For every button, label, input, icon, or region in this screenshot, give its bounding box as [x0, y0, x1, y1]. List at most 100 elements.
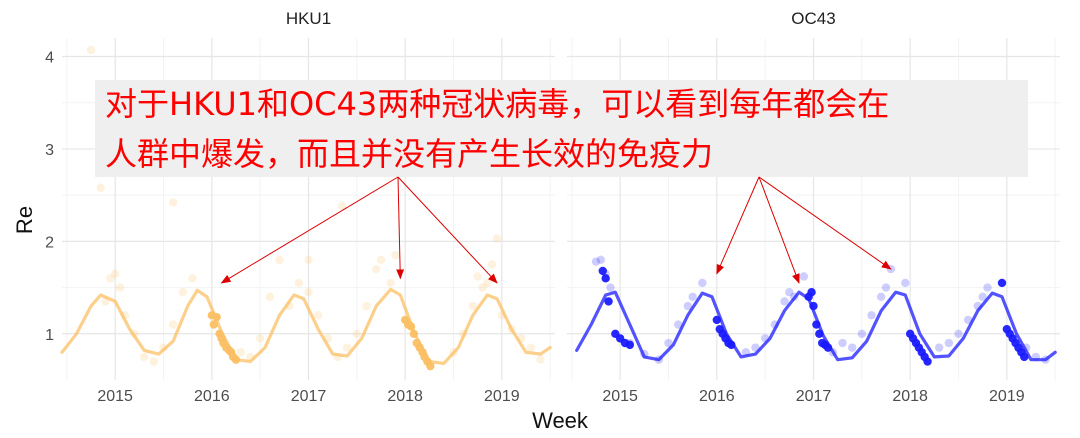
faint-point [386, 278, 395, 288]
faint-point [86, 45, 96, 55]
panel-title: HKU1 [286, 9, 331, 28]
faint-point [492, 234, 502, 243]
faint-point [591, 257, 601, 266]
panel-title: OC43 [791, 9, 835, 28]
data-point [1020, 352, 1029, 362]
data-point [409, 329, 419, 338]
faint-point [526, 343, 536, 352]
faint-point [168, 320, 178, 329]
faint-point [255, 334, 265, 343]
x-tick-label: 2017 [796, 388, 832, 405]
x-tick-label: 2018 [892, 388, 928, 405]
data-point [923, 357, 932, 366]
data-point [625, 340, 635, 350]
faint-point [857, 329, 867, 338]
faint-point [978, 292, 987, 302]
data-point [231, 355, 241, 364]
faint-point [876, 292, 886, 302]
data-point [212, 312, 221, 322]
y-tick-label: 4 [45, 49, 54, 66]
faint-point [487, 260, 497, 269]
faint-point [954, 329, 963, 338]
annotation-line-1: 对于HKU1和OC43两种冠状病毒，可以看到每年都会在 [105, 85, 889, 123]
faint-point [847, 343, 857, 352]
x-tick-label: 2018 [387, 388, 423, 405]
faint-point [391, 251, 400, 260]
faint-point [881, 283, 891, 292]
faint-point [785, 287, 794, 297]
data-point [812, 320, 821, 329]
annotation-arrows [220, 176, 892, 284]
annotation-arrow [396, 176, 405, 280]
faint-point [688, 292, 697, 302]
y-tick-label: 1 [45, 327, 54, 344]
faint-point [867, 311, 876, 320]
faint-point [236, 348, 246, 357]
faint-point [673, 320, 683, 329]
faint-point [838, 338, 847, 348]
faint-point [468, 301, 478, 311]
faint-point [352, 329, 362, 338]
annotation-arrow [397, 176, 498, 284]
data-point [809, 301, 818, 311]
faint-point [473, 272, 482, 281]
faint-point [944, 338, 954, 348]
x-tick-label: 2016 [194, 388, 230, 405]
fitted-curve [575, 290, 1057, 362]
annotation-box [95, 80, 1028, 177]
faint-point [664, 338, 673, 348]
faint-point [606, 283, 615, 292]
faint-point [149, 357, 159, 366]
y-tick-label: 3 [45, 142, 54, 159]
faint-point [536, 355, 545, 364]
data-point [807, 287, 816, 297]
faint-point [478, 283, 487, 292]
faint-point [780, 297, 789, 306]
faint-point [265, 292, 275, 302]
x-tick-label: 2015 [602, 388, 638, 405]
faint-point [178, 287, 188, 297]
faint-point [188, 274, 197, 283]
panels: HKU1 2015 2016 2017 2018 2019 OC43 2015 2016 2017… [45, 9, 1060, 405]
faint-point [115, 283, 125, 292]
faint-point [106, 274, 115, 283]
faint-point [139, 352, 149, 362]
data-point [823, 343, 833, 352]
faint-point [983, 283, 992, 292]
y-axis-title: Re [12, 206, 37, 234]
annotation-arrow [758, 176, 892, 270]
x-tick-label: 2016 [699, 388, 735, 405]
faint-point [294, 278, 304, 288]
x-tick-label: 2017 [291, 388, 327, 405]
faint-point [698, 278, 707, 288]
annotation-arrow [758, 176, 800, 284]
annotation: 对于HKU1和OC43两种冠状病毒，可以看到每年都会在 人群中爆发，而且并没有产… [95, 80, 1028, 284]
data-point [598, 266, 607, 276]
faint-point [304, 287, 313, 297]
faint-point [483, 278, 492, 288]
fitted-curve [60, 287, 552, 365]
data-point [727, 340, 736, 350]
faint-point [376, 255, 386, 265]
faint-point [683, 301, 693, 311]
data-point [406, 322, 416, 331]
y-tick-label: 2 [45, 234, 54, 251]
data-point [601, 274, 610, 283]
faint-point [362, 301, 371, 311]
data-point [209, 320, 218, 329]
annotation-line-2: 人群中爆发，而且并没有产生长效的免疫力 [105, 135, 713, 173]
faint-point [313, 311, 323, 320]
faint-point [901, 278, 910, 288]
x-tick-label: 2019 [989, 388, 1025, 405]
x-tick-label: 2019 [484, 388, 520, 405]
data-point [815, 329, 824, 338]
data-point [712, 315, 722, 325]
faint-point [304, 255, 313, 265]
annotation-arrow [220, 176, 399, 284]
faint-point [342, 343, 352, 352]
faint-point [596, 255, 606, 265]
faint-point [275, 255, 284, 265]
faint-point [371, 264, 381, 274]
x-axis-title: Week [532, 408, 589, 433]
